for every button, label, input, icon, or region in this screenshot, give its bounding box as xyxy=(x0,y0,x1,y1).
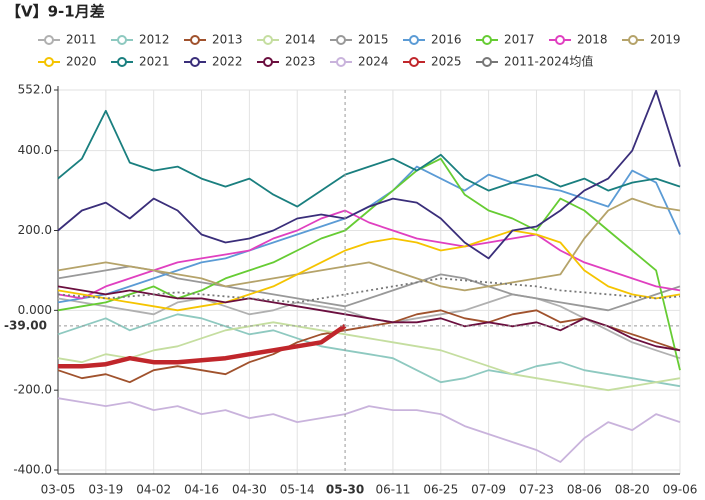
x-tick-label: 06-25 xyxy=(423,483,458,497)
legend-marker xyxy=(409,57,419,67)
legend-label: 2014 xyxy=(285,33,316,47)
legend-marker xyxy=(482,57,492,67)
legend-marker xyxy=(409,35,419,45)
series-line xyxy=(57,209,681,300)
legend-marker xyxy=(190,35,200,45)
y-tick-label: -400.0 xyxy=(13,463,52,477)
legend-marker xyxy=(117,57,127,67)
legend-item: 2014 xyxy=(257,33,316,47)
x-tick-label: 05-14 xyxy=(280,483,315,497)
series-line xyxy=(57,265,681,312)
legend-label: 2015 xyxy=(358,33,389,47)
legend-label: 2011 xyxy=(66,33,97,47)
crosshair-x-box xyxy=(321,480,370,500)
legend-item: 2018 xyxy=(549,33,608,47)
legend-label: 2011-2024均值 xyxy=(504,54,593,69)
legend-item: 2011 xyxy=(38,33,97,47)
legend-label: 2016 xyxy=(431,33,462,47)
y-tick-label: 400.0 xyxy=(18,143,52,157)
series-line xyxy=(58,324,347,369)
legend-marker xyxy=(555,35,565,45)
x-tick-label: 08-06 xyxy=(567,483,602,497)
legend-label: 2025 xyxy=(431,55,462,69)
crosshair-y-box xyxy=(0,316,56,335)
legend-label: 2018 xyxy=(577,33,608,47)
series-line xyxy=(57,285,681,352)
legend-label: 2019 xyxy=(650,33,681,47)
series-line xyxy=(57,89,681,260)
y-tick-label: 0.000 xyxy=(18,303,52,317)
x-tick-label: 07-09 xyxy=(471,483,506,497)
x-tick-label: 04-30 xyxy=(232,483,267,497)
series-line xyxy=(57,397,681,463)
legend-item: 2023 xyxy=(257,55,316,69)
x-tick-label: 03-19 xyxy=(88,483,123,497)
legend-label: 2023 xyxy=(285,55,316,69)
legend-label: 2013 xyxy=(212,33,243,47)
y-tick-label: -200.0 xyxy=(13,383,52,397)
x-tick-label: 07-23 xyxy=(519,483,554,497)
series-line xyxy=(57,157,681,371)
legend-label: 2021 xyxy=(139,55,170,69)
legend-item: 2017 xyxy=(476,33,535,47)
legend-item: 2012 xyxy=(111,33,170,47)
crosshair-x-label: 05-30 xyxy=(326,483,364,497)
x-tick-label: 06-11 xyxy=(375,483,410,497)
legend-item: 2019 xyxy=(622,33,681,47)
legend-marker xyxy=(628,35,638,45)
legend-label: 2020 xyxy=(66,55,97,69)
y-tick-label: 552.0 xyxy=(18,83,52,97)
x-tick-label: 09-06 xyxy=(663,483,698,497)
legend-marker xyxy=(263,35,273,45)
legend-label: 2022 xyxy=(212,55,243,69)
legend-item: 2022 xyxy=(184,55,243,69)
legend-item: 2016 xyxy=(403,33,462,47)
legend-item: 2015 xyxy=(330,33,389,47)
legend-marker xyxy=(482,35,492,45)
legend-marker xyxy=(336,35,346,45)
series-line xyxy=(57,229,681,312)
legend-item: 2021 xyxy=(111,55,170,69)
legend-marker xyxy=(336,57,346,67)
chart-title: 【V】9-1月差 xyxy=(6,3,105,21)
legend-label: 2024 xyxy=(358,55,389,69)
series-line xyxy=(57,197,681,292)
x-tick-label: 04-02 xyxy=(136,483,171,497)
legend-label: 2017 xyxy=(504,33,535,47)
legend-marker xyxy=(190,57,200,67)
crosshair-y-label: -39.00 xyxy=(4,318,47,332)
y-tick-label: 200.0 xyxy=(18,223,52,237)
x-tick-label: 03-05 xyxy=(41,483,76,497)
series-line xyxy=(57,321,681,392)
series-line xyxy=(57,313,681,388)
legend-item: 2013 xyxy=(184,33,243,47)
legend-item: 2024 xyxy=(330,55,389,69)
series-line xyxy=(57,277,681,304)
series-line xyxy=(57,109,681,208)
legend-marker xyxy=(117,35,127,45)
x-tick-label: 08-20 xyxy=(615,483,650,497)
legend-marker xyxy=(263,57,273,67)
x-tick-label: 04-16 xyxy=(184,483,219,497)
legend-marker xyxy=(44,35,54,45)
legend-label: 2012 xyxy=(139,33,170,47)
legend-item: 2011-2024均值 xyxy=(476,54,593,69)
series-line xyxy=(57,309,681,384)
legend-item: 2020 xyxy=(38,55,97,69)
legend-item: 2025 xyxy=(403,55,462,69)
legend-marker xyxy=(44,57,54,67)
